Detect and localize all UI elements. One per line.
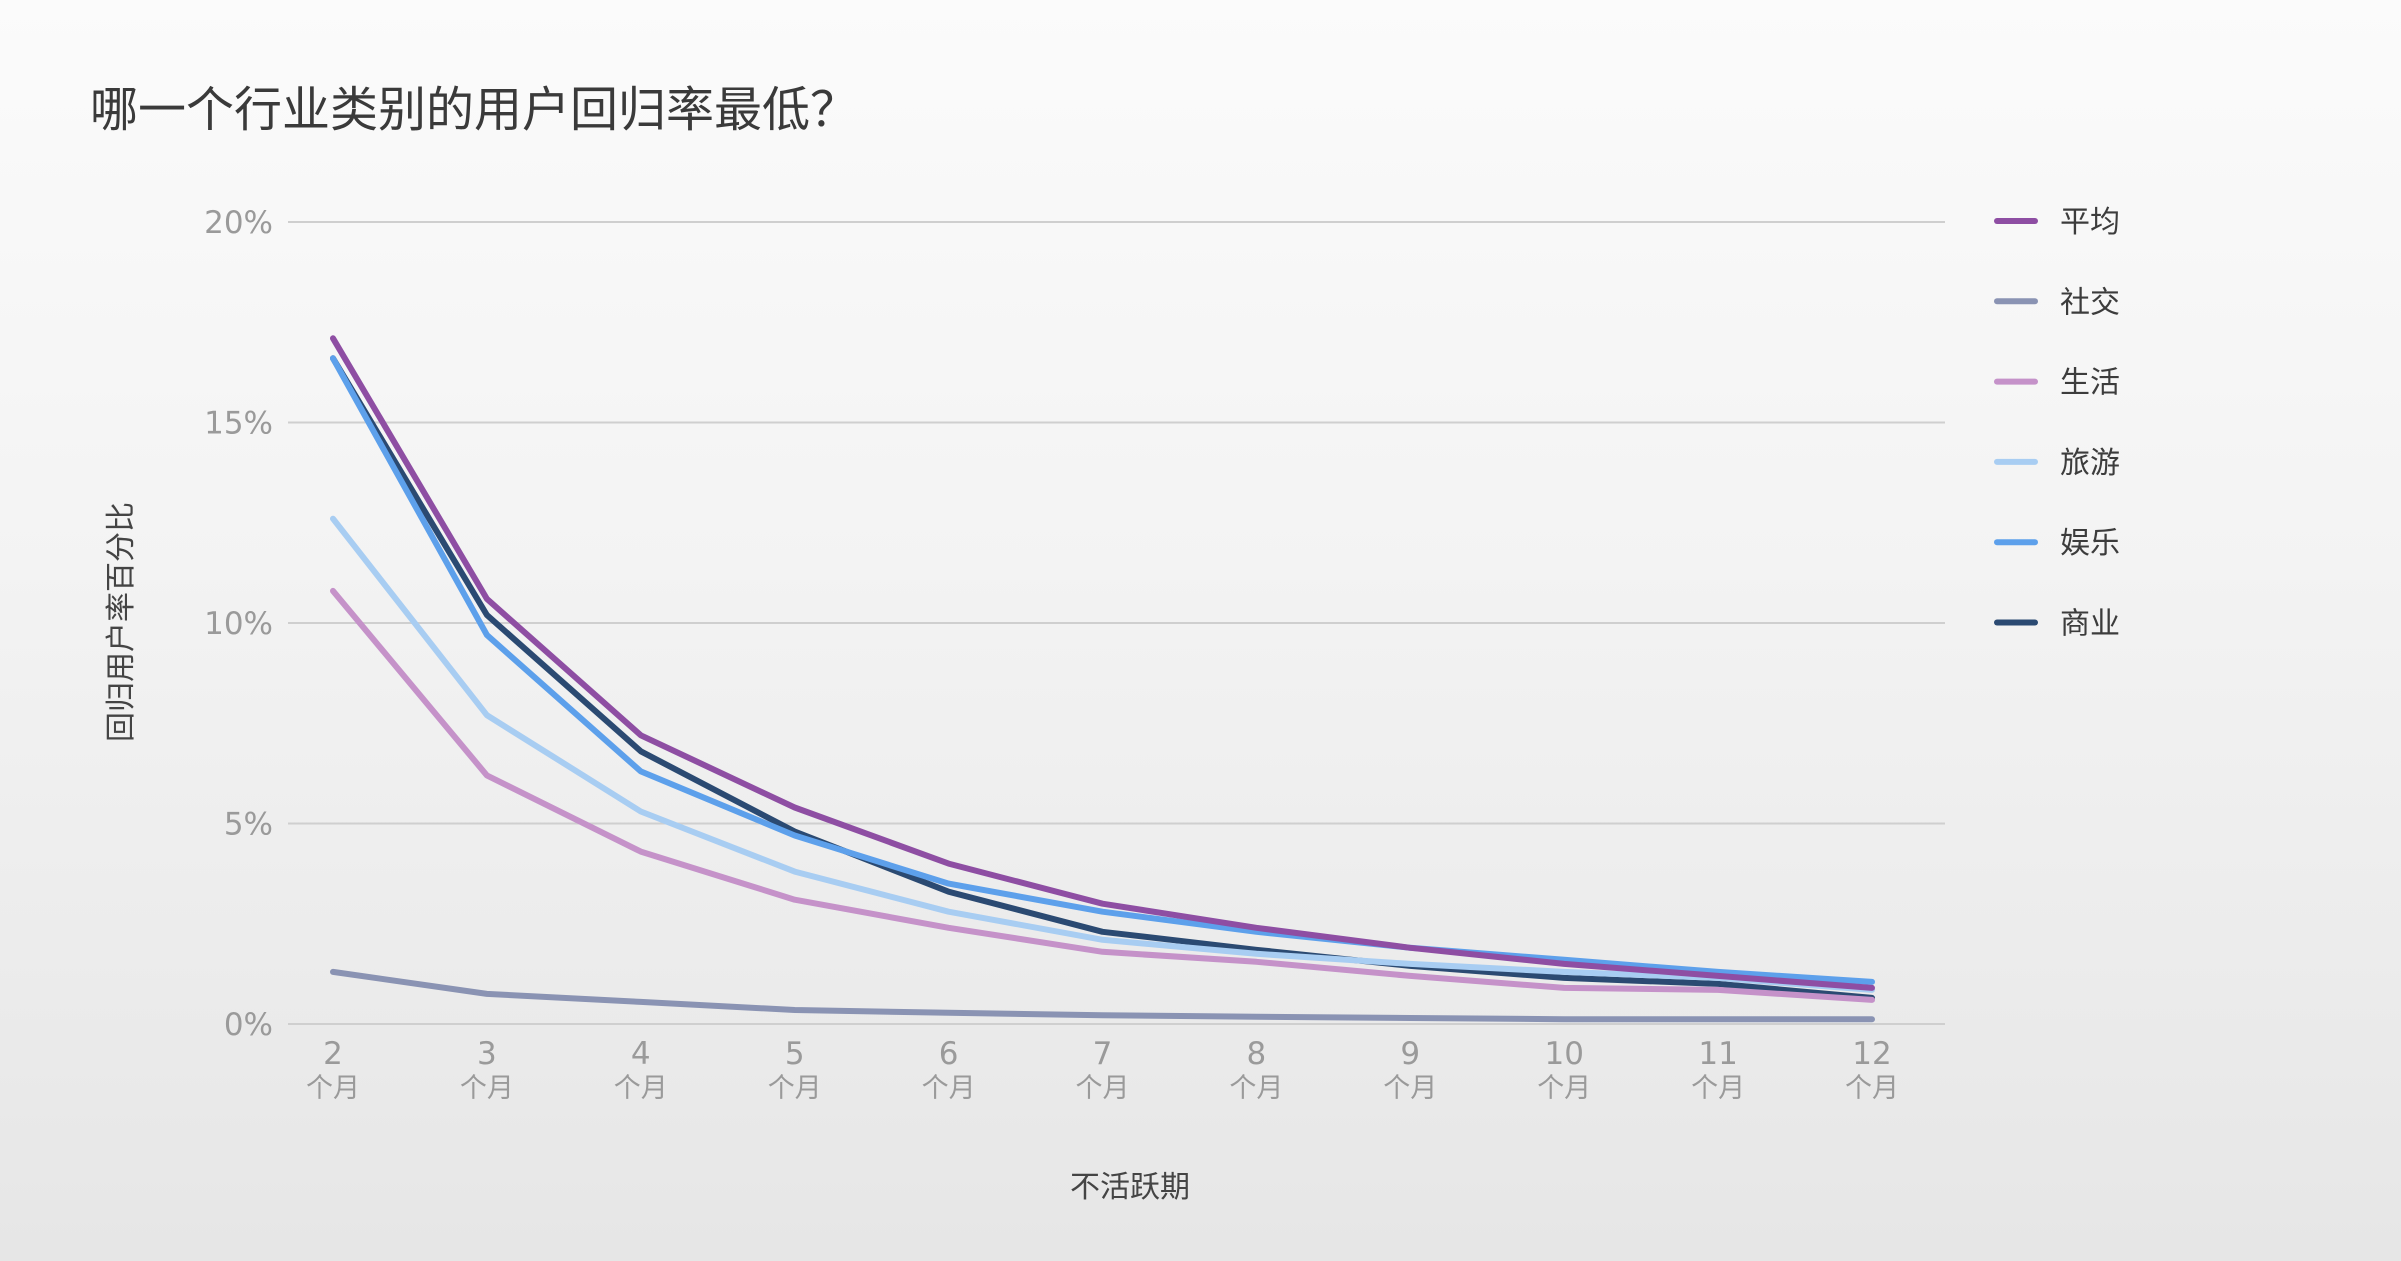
- x-tick-label: 3: [477, 1036, 497, 1072]
- y-tick-label: 15%: [204, 406, 273, 442]
- legend-label: 生活: [2060, 366, 2120, 401]
- x-tick-sublabel: 个月: [768, 1073, 822, 1104]
- series-line-生活: [330, 587, 1875, 1003]
- y-tick-label: 20%: [204, 205, 273, 241]
- series-line-旅游: [330, 515, 1875, 993]
- series-line-平均: [330, 335, 1875, 991]
- x-tick-sublabel: 个月: [1076, 1073, 1130, 1104]
- legend-label: 商业: [2060, 607, 2120, 642]
- x-tick-sublabel: 个月: [1229, 1073, 1283, 1104]
- x-tick-label: 11: [1698, 1036, 1737, 1072]
- x-tick-label: 8: [1247, 1036, 1267, 1072]
- x-tick-label: 2: [323, 1036, 343, 1072]
- y-tick-label: 10%: [204, 606, 273, 642]
- legend-label: 娱乐: [2060, 526, 2120, 561]
- legend-label: 旅游: [2060, 446, 2120, 481]
- chart-title: 哪一个行业类别的用户回归率最低？: [90, 82, 859, 138]
- x-tick-label: 5: [785, 1036, 805, 1072]
- y-tick-label: 0%: [224, 1007, 273, 1043]
- x-tick-label: 4: [631, 1036, 651, 1072]
- legend-label: 社交: [2060, 285, 2120, 320]
- x-tick-label: 7: [1093, 1036, 1113, 1072]
- series-line-社交: [330, 968, 1875, 1023]
- x-tick-label: 12: [1852, 1036, 1891, 1072]
- x-axis-title: 不活跃期: [1070, 1170, 1190, 1205]
- x-tick-sublabel: 个月: [1383, 1073, 1437, 1104]
- x-tick-sublabel: 个月: [460, 1073, 514, 1104]
- x-tick-sublabel: 个月: [1691, 1073, 1745, 1104]
- x-tick-label: 9: [1400, 1036, 1420, 1072]
- y-tick-label: 5%: [224, 807, 273, 843]
- x-tick-label: 6: [939, 1036, 959, 1072]
- series-line-娱乐: [330, 355, 1875, 985]
- y-tick-labels: 0% 5% 10% 15% 20%: [204, 205, 273, 1043]
- series-line-商业: [330, 355, 1875, 1001]
- gridlines: [288, 221, 1945, 1025]
- x-tick-sublabel: 个月: [1537, 1073, 1591, 1104]
- x-tick-sublabel: 个月: [614, 1073, 668, 1104]
- y-axis-title: 回归用户率百分比: [104, 502, 139, 742]
- x-tick-sublabel: 个月: [1845, 1073, 1899, 1104]
- x-tick-sublabel: 个月: [306, 1073, 360, 1104]
- x-tick-sublabel: 个月: [922, 1073, 976, 1104]
- x-tick-label: 10: [1544, 1036, 1583, 1072]
- series-lines: [330, 335, 1875, 1023]
- legend-label: 平均: [2060, 205, 2120, 240]
